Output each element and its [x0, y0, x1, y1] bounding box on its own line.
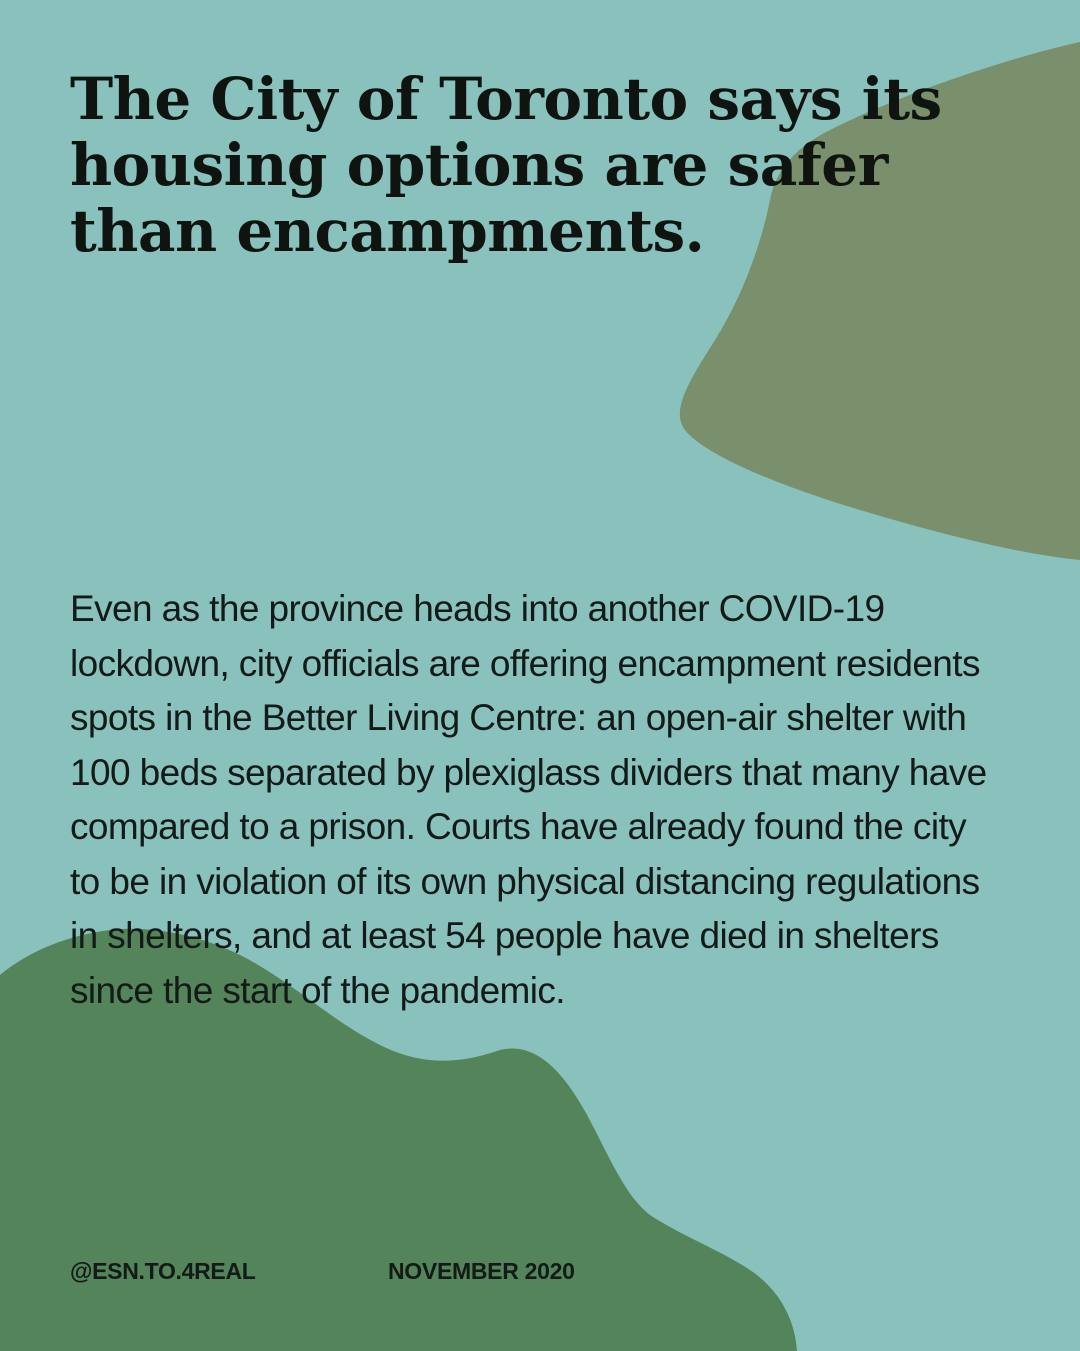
headline: The City of Toronto says its housing opt… — [70, 65, 942, 265]
olive-blob-top-right — [679, 42, 1080, 560]
publish-date: NOVEMBER 2020 — [388, 1258, 575, 1284]
body-text: Even as the province heads into another … — [70, 588, 987, 1011]
instagram-handle: @ESN.TO.4REAL — [70, 1258, 256, 1284]
green-blob-bottom-left — [0, 928, 797, 1351]
